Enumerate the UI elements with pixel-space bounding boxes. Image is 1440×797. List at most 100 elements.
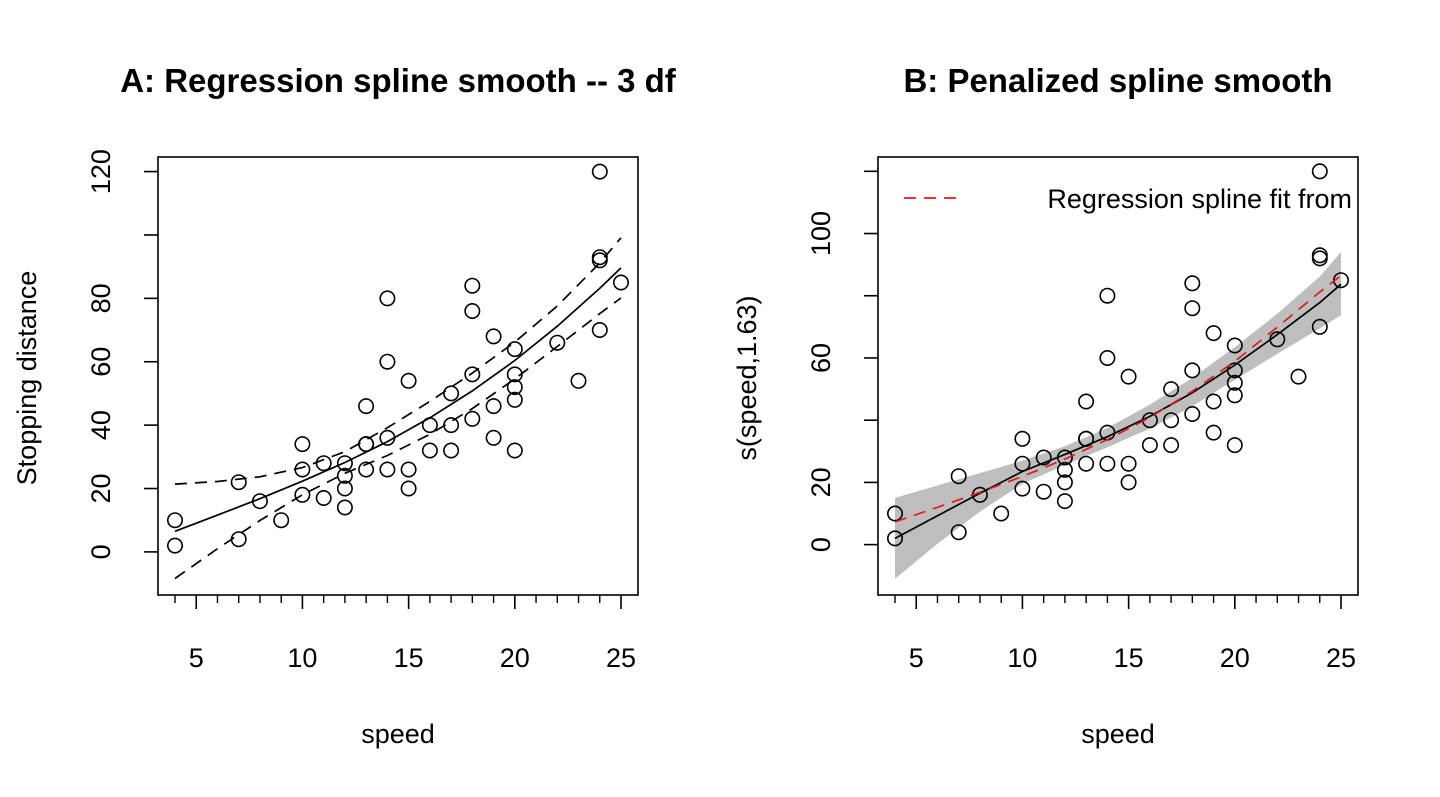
data-point <box>400 372 417 389</box>
data-point <box>336 480 353 497</box>
data-point <box>1120 368 1137 385</box>
data-point <box>1311 250 1328 267</box>
data-point <box>167 537 184 554</box>
x-axis-label: speed <box>361 719 435 749</box>
chart-title: A: Regression spline smooth -- 3 df <box>120 62 677 99</box>
data-point <box>506 442 523 459</box>
data-point <box>1141 437 1158 454</box>
data-point <box>1078 455 1095 472</box>
data-point <box>506 341 523 358</box>
x-tick-label: 5 <box>189 643 204 673</box>
data-point <box>1120 455 1137 472</box>
y-tick-label: 60 <box>806 343 836 373</box>
x-tick-label: 10 <box>1007 643 1037 673</box>
x-tick-label: 15 <box>394 643 424 673</box>
data-point <box>1035 449 1052 466</box>
legend-label: Regression spline fit from <box>1047 184 1352 214</box>
data-point <box>1226 337 1243 354</box>
data-point <box>1184 275 1201 292</box>
data-point <box>336 467 353 484</box>
data-point <box>336 499 353 516</box>
data-point <box>886 505 903 522</box>
data-point <box>1163 437 1180 454</box>
data-point <box>1205 325 1222 342</box>
data-point <box>464 277 481 294</box>
x-tick-label: 20 <box>500 643 530 673</box>
data-point <box>230 474 247 491</box>
data-point <box>443 417 460 434</box>
data-point <box>485 429 502 446</box>
data-point <box>612 274 629 291</box>
data-point <box>400 480 417 497</box>
y-tick-label: 0 <box>86 544 116 559</box>
y-tick-label: 20 <box>86 473 116 503</box>
y-axis-label: s(speed,1.63) <box>732 295 762 460</box>
data-point <box>1056 493 1073 510</box>
data-point <box>1311 318 1328 335</box>
data-point <box>1184 405 1201 422</box>
data-point <box>336 455 353 472</box>
data-point <box>1163 381 1180 398</box>
data-point <box>1290 368 1307 385</box>
data-point <box>1184 362 1201 379</box>
data-point <box>1163 412 1180 429</box>
data-point <box>1014 430 1031 447</box>
data-point <box>379 461 396 478</box>
y-tick-label: 80 <box>86 283 116 313</box>
x-tick-label: 5 <box>909 643 924 673</box>
panel-a: 5 10 15 20 25 0 20 40 60 80 120 A: Regression splin… <box>12 62 677 749</box>
data-point <box>1035 483 1052 500</box>
data-point <box>591 163 608 180</box>
panel-b: 5 10 15 20 25 0 20 60 100 B: Penalized spline smo… <box>732 62 1359 749</box>
data-point <box>591 321 608 338</box>
data-point <box>1099 287 1116 304</box>
data-point <box>358 398 375 415</box>
plot-frame <box>877 156 1359 596</box>
data-point <box>1205 424 1222 441</box>
data-point <box>1056 474 1073 491</box>
dashed-fit-line <box>174 237 622 485</box>
data-point <box>294 436 311 453</box>
plot-frame <box>157 156 639 596</box>
data-point <box>1184 300 1201 317</box>
data-point <box>1099 349 1116 366</box>
data-point <box>1226 374 1243 391</box>
data-point <box>464 302 481 319</box>
data-point <box>886 530 903 547</box>
data-point <box>993 505 1010 522</box>
data-point <box>950 468 967 485</box>
y-tick-label: 120 <box>86 149 116 194</box>
y-tick-label: 20 <box>806 467 836 497</box>
x-tick-label: 20 <box>1220 643 1250 673</box>
dashed-fit-line <box>894 274 1342 523</box>
data-point <box>1226 387 1243 404</box>
data-point <box>358 461 375 478</box>
y-tick-label: 40 <box>86 410 116 440</box>
data-point <box>1056 461 1073 478</box>
data-point <box>1078 393 1095 410</box>
data-point <box>950 524 967 541</box>
data-point <box>294 486 311 503</box>
data-point <box>400 461 417 478</box>
y-tick-label: 0 <box>806 537 836 552</box>
data-point <box>485 398 502 415</box>
chart-title: B: Penalized spline smooth <box>903 62 1332 99</box>
y-tick-label: 100 <box>806 211 836 256</box>
data-point <box>464 410 481 427</box>
x-tick-label: 25 <box>606 643 636 673</box>
data-point <box>315 489 332 506</box>
data-point <box>379 429 396 446</box>
data-point <box>379 353 396 370</box>
solid-fit-line <box>894 283 1342 540</box>
solid-fit-line <box>174 267 622 533</box>
data-point <box>485 328 502 345</box>
data-point <box>549 334 566 351</box>
x-tick-label: 15 <box>1114 643 1144 673</box>
data-point <box>591 249 608 266</box>
data-point <box>315 455 332 472</box>
data-point <box>506 391 523 408</box>
data-point <box>1205 393 1222 410</box>
data-point <box>506 379 523 396</box>
y-axis-label: Stopping distance <box>12 271 42 486</box>
